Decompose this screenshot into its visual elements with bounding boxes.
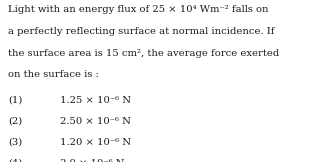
Text: Light with an energy flux of 25 × 10⁴ Wm⁻² falls on: Light with an energy flux of 25 × 10⁴ Wm…	[8, 5, 268, 14]
Text: the surface area is 15 cm², the average force exerted: the surface area is 15 cm², the average …	[8, 49, 279, 58]
Text: on the surface is :: on the surface is :	[8, 70, 99, 80]
Text: 2.50 × 10⁻⁶ N: 2.50 × 10⁻⁶ N	[60, 117, 131, 126]
Text: (2): (2)	[8, 117, 22, 126]
Text: (4): (4)	[8, 159, 22, 162]
Text: (3): (3)	[8, 138, 22, 147]
Text: 1.25 × 10⁻⁶ N: 1.25 × 10⁻⁶ N	[60, 96, 131, 105]
Text: (1): (1)	[8, 96, 22, 105]
Text: 3.0 × 10⁻⁶ N: 3.0 × 10⁻⁶ N	[60, 159, 125, 162]
Text: 1.20 × 10⁻⁶ N: 1.20 × 10⁻⁶ N	[60, 138, 131, 147]
Text: a perfectly reflecting surface at normal incidence. If: a perfectly reflecting surface at normal…	[8, 27, 274, 36]
